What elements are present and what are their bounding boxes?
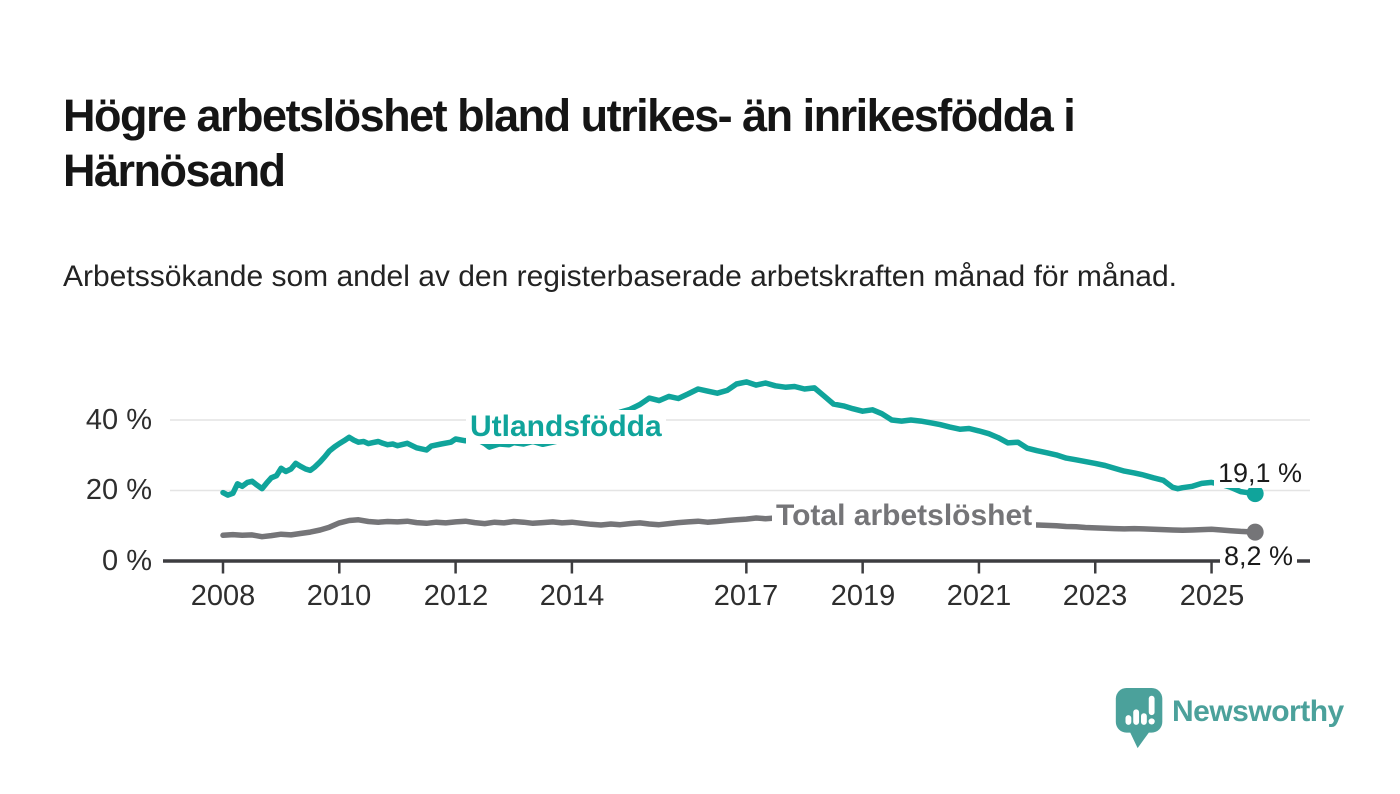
x-axis-label-2025: 2025 — [1179, 580, 1245, 612]
x-axis-label-2014: 2014 — [539, 580, 605, 612]
bar-chart-speech-bubble-icon — [1115, 688, 1163, 749]
end-dot-utlandsf-dda — [1246, 485, 1264, 503]
brand-name: Newsworthy — [1172, 695, 1344, 728]
end-value-label-total-arbetsloshet: 8,2 % — [1220, 541, 1298, 571]
series-label-total-arbetsloshet: Total arbetslöshet — [772, 499, 1037, 533]
page-subtitle: Arbetssökande som andel av den registerb… — [63, 260, 1177, 293]
page-title: Högre arbetslöshet bland utrikes- än inr… — [63, 90, 1076, 197]
x-axis-label-2021: 2021 — [946, 580, 1012, 612]
series-line-total-arbetsl-shet — [220, 515, 1258, 540]
y-axis-label-0: 0 % — [102, 545, 152, 577]
x-axis-label-2008: 2008 — [190, 580, 256, 612]
y-axis-label-20: 20 % — [85, 474, 152, 506]
end-value-label-utlandsfodda: 19,1 % — [1214, 458, 1307, 488]
series-label-utlandsfodda: Utlandsfödda — [466, 410, 666, 444]
x-axis-label-2023: 2023 — [1062, 580, 1128, 612]
x-axis-label-2019: 2019 — [830, 580, 896, 612]
x-axis-label-2017: 2017 — [713, 580, 779, 612]
y-axis-label-40: 40 % — [85, 404, 152, 436]
end-dot-total-arbetsl-shet — [1246, 523, 1264, 541]
x-axis-label-2010: 2010 — [306, 580, 372, 612]
x-axis-label-2012: 2012 — [423, 580, 489, 612]
series-line-utlandsf-dda — [220, 379, 1258, 498]
